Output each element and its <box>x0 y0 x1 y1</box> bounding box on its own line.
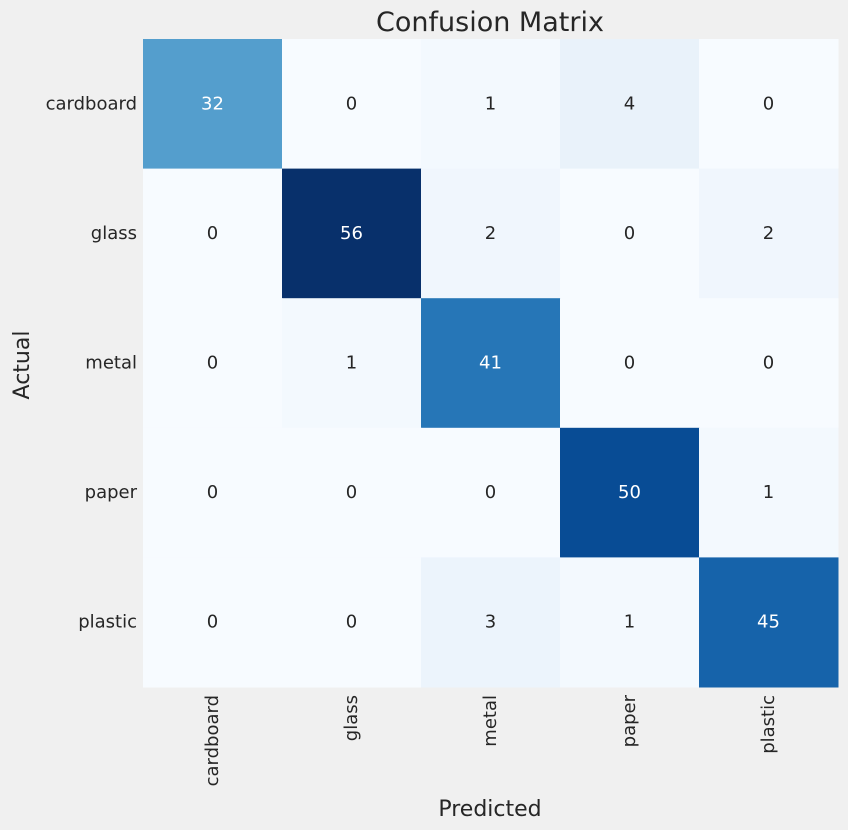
heatmap-cell-2-1 <box>282 298 422 429</box>
cell-value-0-1: 0 <box>346 93 357 114</box>
heatmap-cell-0-4 <box>699 39 839 170</box>
heatmap-cell-2-4 <box>699 298 839 429</box>
cell-value-1-4: 2 <box>763 223 774 244</box>
cell-value-0-3: 4 <box>624 93 635 114</box>
heatmap-cell-3-3 <box>560 427 700 558</box>
cell-value-0-2: 1 <box>485 93 496 114</box>
cell-value-2-4: 0 <box>763 353 774 374</box>
heatmap-cell-0-2 <box>421 39 561 170</box>
cell-value-0-4: 0 <box>763 93 774 114</box>
y-axis-label: Actual <box>10 331 35 400</box>
heatmap-cell-3-1 <box>282 427 422 558</box>
cell-value-0-0: 32 <box>201 93 224 114</box>
heatmap-cell-0-0 <box>143 39 283 170</box>
cell-value-4-0: 0 <box>207 612 218 633</box>
y-tick-label-plastic: plastic <box>78 612 137 633</box>
cell-value-2-3: 0 <box>624 353 635 374</box>
heatmap-cell-2-3 <box>560 298 700 429</box>
heatmap-cell-1-0 <box>143 168 283 299</box>
x-tick-label-cardboard: cardboard <box>202 695 223 786</box>
x-tick-label-glass: glass <box>341 695 362 741</box>
x-tick-label-plastic: plastic <box>758 695 779 754</box>
cell-value-1-2: 2 <box>485 223 496 244</box>
y-tick-label-paper: paper <box>85 482 138 503</box>
heatmap-cell-3-4 <box>699 427 839 558</box>
cell-value-3-4: 1 <box>763 482 774 503</box>
heatmap-cell-4-0 <box>143 557 283 688</box>
heatmap-cell-4-1 <box>282 557 422 688</box>
cell-value-2-1: 1 <box>346 353 357 374</box>
cell-value-1-1: 56 <box>340 223 363 244</box>
cell-value-4-4: 45 <box>757 612 780 633</box>
y-tick-label-cardboard: cardboard <box>46 93 137 114</box>
heatmap-cell-4-2 <box>421 557 561 688</box>
cell-value-3-1: 0 <box>346 482 357 503</box>
y-tick-label-glass: glass <box>91 223 137 244</box>
cell-value-3-3: 50 <box>618 482 641 503</box>
heatmap-cell-4-3 <box>560 557 700 688</box>
cell-value-1-0: 0 <box>207 223 218 244</box>
cell-value-2-0: 0 <box>207 353 218 374</box>
heatmap-cells: 32 0 1 4 0 0 56 2 0 2 0 1 41 0 0 0 0 0 50 1 0 0 3 1 45 <box>143 39 839 688</box>
heatmap-cell-4-4 <box>699 557 839 688</box>
cell-value-4-3: 1 <box>624 612 635 633</box>
cell-value-2-2: 41 <box>479 353 502 374</box>
cell-value-1-3: 0 <box>624 223 635 244</box>
heatmap-cell-0-3 <box>560 39 700 170</box>
heatmap-cell-1-4 <box>699 168 839 299</box>
y-tick-label-metal: metal <box>85 353 137 374</box>
x-axis-label: Predicted <box>438 797 541 822</box>
cell-value-3-0: 0 <box>207 482 218 503</box>
x-tick-labels: cardboard glass metal paper plastic <box>202 694 779 786</box>
x-tick-label-paper: paper <box>619 694 640 747</box>
cell-value-3-2: 0 <box>485 482 496 503</box>
y-tick-labels: cardboard glass metal paper plastic <box>46 93 138 632</box>
heatmap-cell-3-0 <box>143 427 283 558</box>
cell-value-4-1: 0 <box>346 612 357 633</box>
heatmap-cell-1-2 <box>421 168 561 299</box>
heatmap-cell-1-1 <box>282 168 422 299</box>
heatmap-cell-2-0 <box>143 298 283 429</box>
heatmap-cell-1-3 <box>560 168 700 299</box>
cell-value-4-2: 3 <box>485 612 496 633</box>
heatmap-cell-0-1 <box>282 39 422 170</box>
heatmap-cell-3-2 <box>421 427 561 558</box>
chart-title: Confusion Matrix <box>376 7 604 38</box>
x-tick-label-metal: metal <box>480 695 501 747</box>
heatmap-cell-2-2 <box>421 298 561 429</box>
